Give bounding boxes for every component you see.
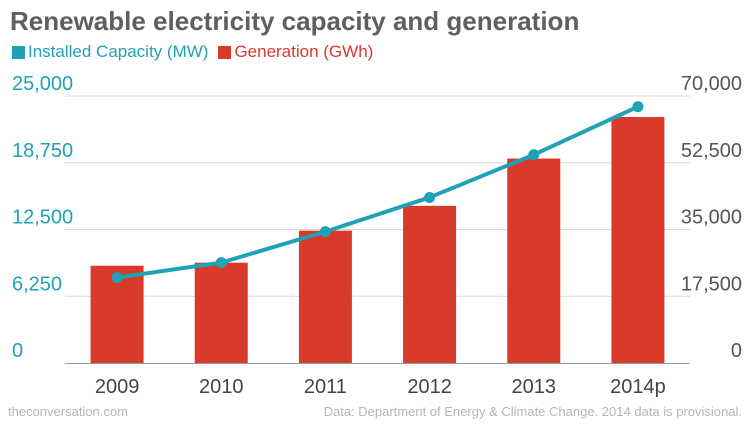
bar-generation [611,116,665,363]
legend-swatch-generation [218,45,232,59]
point-capacity [632,101,644,113]
point-capacity [528,149,540,161]
y-right-tick-label: 70,000 [681,73,742,95]
legend-label-capacity: Installed Capacity (MW) [28,42,209,61]
x-tick-label: 2009 [95,376,140,398]
point-capacity [424,191,436,203]
y-right-tick-label: 17,500 [681,273,742,295]
x-tick-label: 2014p [610,376,666,398]
bar-generation [403,205,457,363]
legend: Installed Capacity (MW) Generation (GWh) [12,42,383,62]
legend-item-generation: Generation (GWh) [218,42,373,62]
y-right-tick-label: 35,000 [681,207,742,229]
bar-generation [507,158,561,363]
y-left-tick-label: 25,000 [12,73,73,95]
legend-swatch-capacity [12,45,25,59]
x-tick-label: 2013 [512,376,557,398]
y-left-tick-label: 0 [12,340,23,362]
bar-generation [194,262,248,363]
x-tick-label: 2010 [199,376,244,398]
bar-generation [298,230,352,363]
point-capacity [111,272,123,284]
y-right-tick-label: 52,500 [681,140,742,162]
x-tick-label: 2011 [304,376,347,398]
point-capacity [215,257,227,269]
series-line-capacity [116,104,639,280]
y-left-tick-label: 18,750 [12,140,73,162]
y-left-tick-label: 12,500 [12,207,73,229]
point-capacity [319,226,331,238]
source-site: theconversation.com [8,404,128,419]
source-credit: Data: Department of Energy & Climate Cha… [323,404,742,419]
legend-item-capacity: Installed Capacity (MW) [12,42,208,62]
y-left-tick-label: 6,250 [12,273,62,295]
legend-label-generation: Generation (GWh) [234,42,374,61]
chart-title: Renewable electricity capacity and gener… [10,6,580,36]
x-tick-label: 2012 [407,376,452,398]
y-right-tick-label: 0 [731,340,742,362]
